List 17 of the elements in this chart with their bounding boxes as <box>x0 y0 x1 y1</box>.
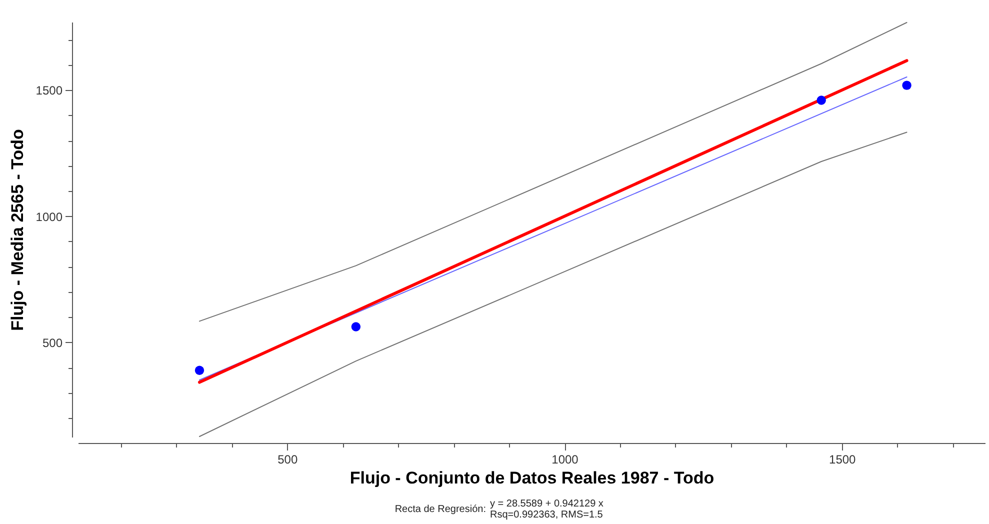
point <box>351 322 361 332</box>
text: y = 28.5589 + 0.942129 x <box>490 498 604 510</box>
x-tick-label: 1000 <box>552 452 579 466</box>
y-tick-label: 500 <box>42 336 63 350</box>
text: Rsq=0.992363, RMS=1.5 <box>490 510 604 520</box>
line-series <box>198 132 908 437</box>
y-tick-label: 1000 <box>36 210 63 224</box>
x-tick-label: 1500 <box>829 452 856 466</box>
point <box>194 366 204 375</box>
x-axis-title: Flujo - Conjunto de Datos Reales 1987 - Todo <box>350 468 714 488</box>
text: Recta de Regresión: <box>394 504 486 515</box>
point <box>816 96 826 105</box>
line-series <box>198 22 908 322</box>
x-tick-label: 500 <box>278 452 298 466</box>
y-tick-label: 1500 <box>36 84 63 98</box>
point <box>902 80 912 90</box>
y-axis-title: Flujo - Media 2565 - Todo <box>8 129 27 331</box>
